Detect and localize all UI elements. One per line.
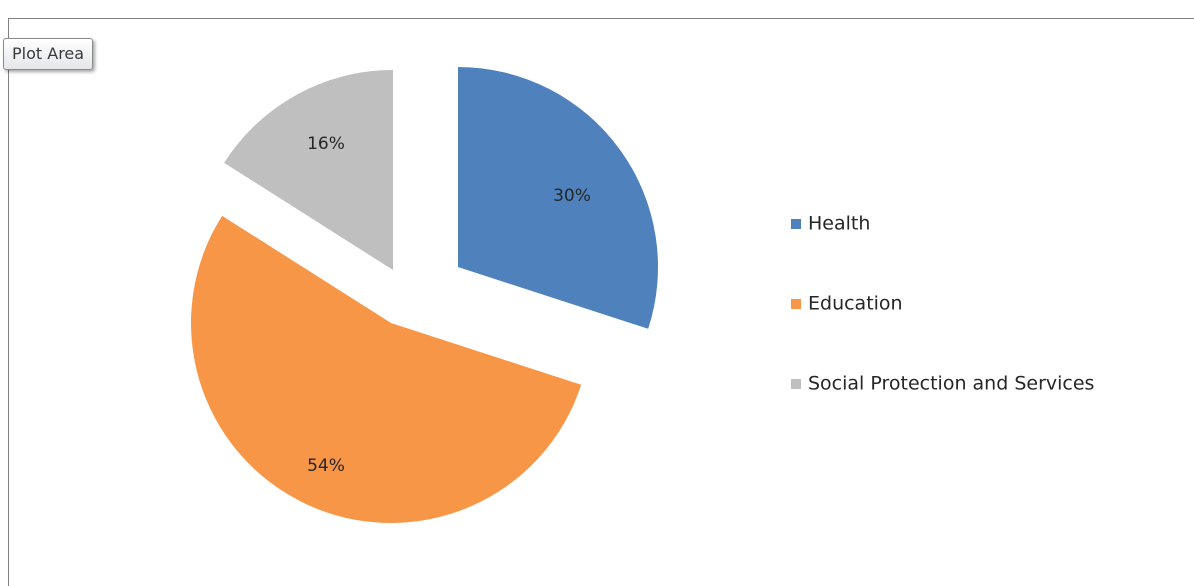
chart-frame-left-border bbox=[8, 18, 9, 586]
slice-label-social-protection-and-services: 16% bbox=[307, 134, 345, 154]
pie-slice-education[interactable] bbox=[190, 215, 582, 523]
pie-slices bbox=[190, 67, 658, 523]
legend-swatch-social-protection-and-services bbox=[791, 379, 801, 389]
pie-slice-health[interactable] bbox=[458, 67, 658, 329]
legend-label-social-protection-and-services[interactable]: Social Protection and Services bbox=[808, 373, 1094, 395]
legend-swatch-education bbox=[791, 299, 801, 309]
slice-label-health: 30% bbox=[553, 186, 591, 206]
chart-frame-top-border bbox=[8, 18, 1194, 19]
legend-swatch-health bbox=[791, 219, 801, 229]
slice-label-education: 54% bbox=[307, 456, 345, 476]
chart-legend[interactable]: Health Education Social Protection and Ser… bbox=[791, 213, 1094, 395]
plot-area-tooltip: Plot Area bbox=[3, 38, 94, 70]
pie-slice-social-protection-and-services[interactable] bbox=[224, 69, 393, 270]
pie-slice-labels: 30% 54% 16% bbox=[307, 134, 591, 476]
legend-label-health[interactable]: Health bbox=[808, 213, 870, 235]
legend-label-education[interactable]: Education bbox=[808, 293, 903, 315]
